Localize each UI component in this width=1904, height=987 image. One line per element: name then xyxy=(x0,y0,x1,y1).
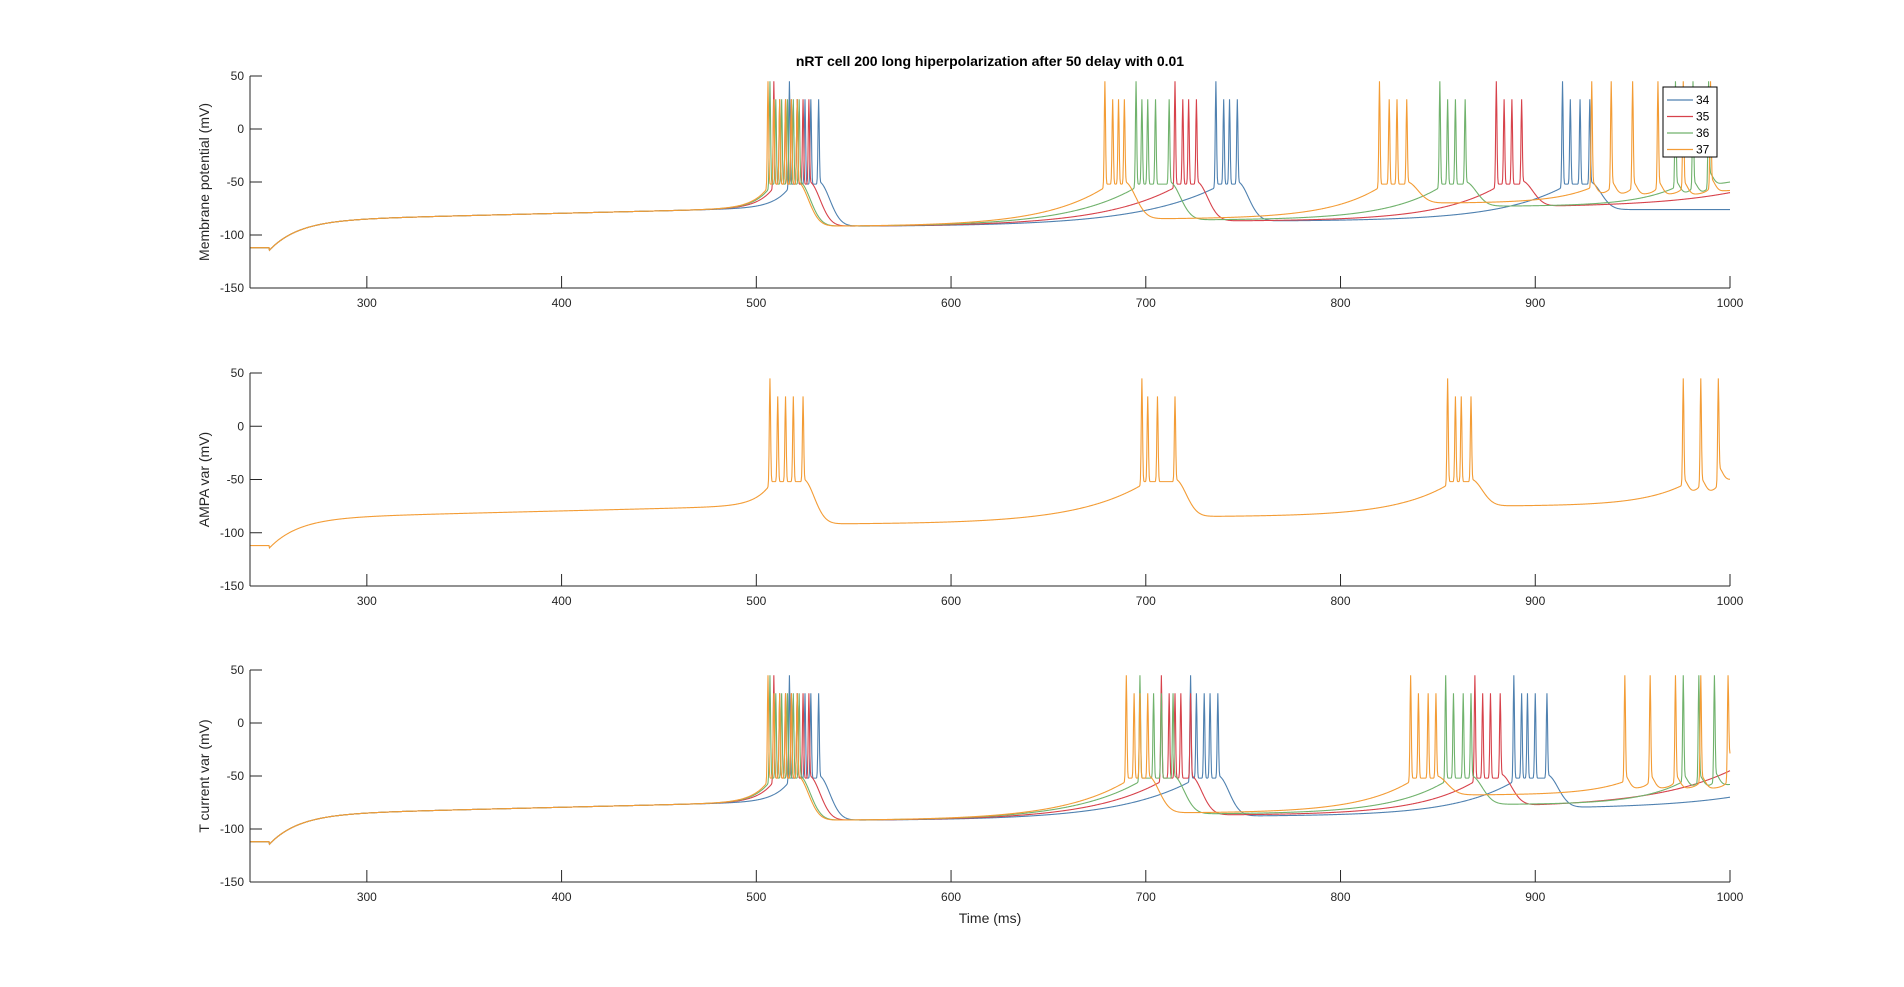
legend-box xyxy=(1662,86,1718,158)
panel-1: -150 -100 -50 0 50 300 400 500 600 700 800 900 1000 M… xyxy=(196,69,1744,310)
panel-2: -150 -100 -50 0 50 300 400 500 600 700 800 900 1000 A… xyxy=(196,366,1744,608)
y-axis-label: T current var (mV) xyxy=(196,719,212,832)
series-37-trace xyxy=(250,81,1731,252)
y-tick-label: -100 xyxy=(220,228,244,242)
x-tick-label: 300 xyxy=(357,296,377,310)
x-tick-label: 800 xyxy=(1331,594,1351,608)
series-37-trace xyxy=(250,378,1731,550)
y-tick-label: 0 xyxy=(237,122,244,136)
y-tick-label: 0 xyxy=(237,716,244,730)
legend-label-37: 37 xyxy=(1696,143,1710,157)
chart-title: nRT cell 200 long hiperpolarization afte… xyxy=(796,53,1184,69)
legend: 34 35 36 37 xyxy=(1662,86,1718,158)
series-36-trace xyxy=(250,675,1731,846)
series-37-trace xyxy=(250,675,1731,846)
series-34-trace xyxy=(250,81,1730,252)
x-axis-label: Time (ms) xyxy=(959,910,1021,926)
x-tick-label: 500 xyxy=(746,594,766,608)
x-tick-label: 900 xyxy=(1525,296,1545,310)
legend-label-36: 36 xyxy=(1696,126,1710,140)
x-tick-label: 700 xyxy=(1136,296,1156,310)
x-tick-label: 600 xyxy=(941,890,961,904)
panel-3: -150 -100 -50 0 50 300 400 500 600 700 800 900 1000 T… xyxy=(196,663,1744,904)
y-tick-label: 50 xyxy=(231,366,245,380)
x-tick-label: 800 xyxy=(1331,890,1351,904)
y-tick-label: -100 xyxy=(220,526,244,540)
x-tick-label: 400 xyxy=(552,594,572,608)
x-tick-label: 1000 xyxy=(1717,594,1744,608)
x-tick-label: 700 xyxy=(1136,594,1156,608)
y-tick-label: -150 xyxy=(220,579,244,593)
x-tick-label: 400 xyxy=(552,296,572,310)
y-tick-label: -50 xyxy=(227,473,245,487)
x-tick-label: 700 xyxy=(1136,890,1156,904)
y-tick-label: -100 xyxy=(220,822,244,836)
x-tick-label: 800 xyxy=(1331,296,1351,310)
x-tick-label: 300 xyxy=(357,594,377,608)
x-tick-label: 500 xyxy=(746,890,766,904)
x-tick-label: 400 xyxy=(552,890,572,904)
x-tick-label: 900 xyxy=(1525,890,1545,904)
y-tick-label: -50 xyxy=(227,175,245,189)
legend-label-34: 34 xyxy=(1696,93,1710,107)
x-tick-label: 600 xyxy=(941,594,961,608)
y-axis-label: AMPA var (mV) xyxy=(196,432,212,527)
y-tick-label: 50 xyxy=(231,663,245,677)
x-tick-label: 600 xyxy=(941,296,961,310)
x-tick-label: 1000 xyxy=(1717,296,1744,310)
y-tick-label: 50 xyxy=(231,69,245,83)
x-tick-label: 900 xyxy=(1525,594,1545,608)
x-tick-label: 500 xyxy=(746,296,766,310)
series-35-trace xyxy=(250,675,1731,846)
x-tick-label: 300 xyxy=(357,890,377,904)
series-34-trace xyxy=(250,675,1731,846)
y-tick-label: -50 xyxy=(227,769,245,783)
y-tick-label: -150 xyxy=(220,281,244,295)
legend-label-35: 35 xyxy=(1696,110,1710,124)
y-axis-label: Membrane potential (mV) xyxy=(196,103,212,261)
y-tick-label: -150 xyxy=(220,875,244,889)
x-tick-label: 1000 xyxy=(1717,890,1744,904)
y-tick-label: 0 xyxy=(237,419,244,433)
